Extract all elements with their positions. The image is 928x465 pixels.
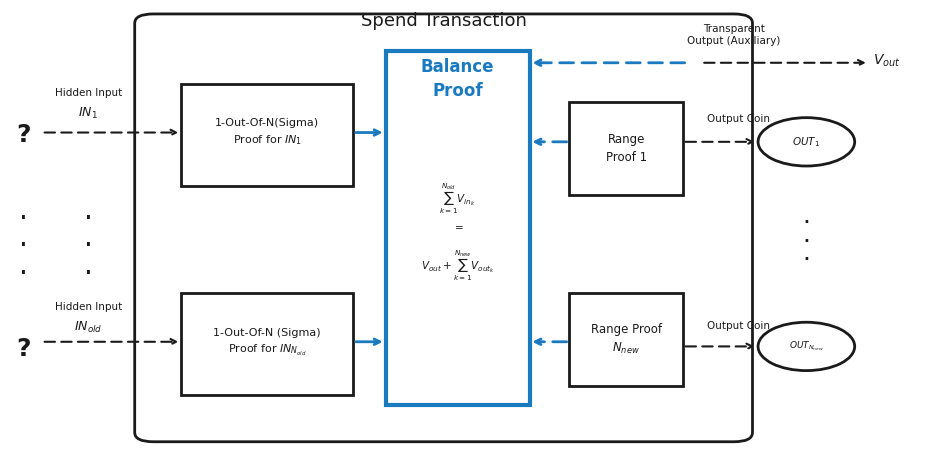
Text: ·: · — [802, 248, 809, 272]
Circle shape — [757, 118, 854, 166]
Text: 1-Out-Of-N(Sigma)
Proof for $IN_1$: 1-Out-Of-N(Sigma) Proof for $IN_1$ — [214, 118, 319, 147]
Text: Range Proof
$N_{new}$: Range Proof $N_{new}$ — [590, 323, 661, 356]
FancyBboxPatch shape — [181, 293, 353, 395]
Text: ·: · — [19, 260, 28, 288]
Text: $IN_1$: $IN_1$ — [78, 106, 98, 121]
FancyBboxPatch shape — [181, 84, 353, 186]
Text: ·: · — [84, 232, 93, 260]
Text: ·: · — [19, 232, 28, 260]
Text: $V_{out}$: $V_{out}$ — [872, 52, 900, 69]
Text: $\sum_{k=1}^{N_{old}} V_{in_k}$
$=$
$V_{out} + \sum_{k=1}^{N_{new}} V_{out_k}$: $\sum_{k=1}^{N_{old}} V_{in_k}$ $=$ $V_{… — [420, 182, 494, 283]
Text: $IN_{old}$: $IN_{old}$ — [74, 320, 102, 335]
Text: Spend Transaction: Spend Transaction — [361, 12, 526, 30]
FancyBboxPatch shape — [569, 102, 682, 195]
Text: Range
Proof 1: Range Proof 1 — [605, 133, 646, 164]
Text: ·: · — [19, 205, 28, 232]
FancyBboxPatch shape — [385, 51, 529, 405]
FancyBboxPatch shape — [569, 293, 682, 386]
Text: ·: · — [84, 205, 93, 232]
Text: Hidden Input: Hidden Input — [55, 88, 122, 98]
Text: Output Coin: Output Coin — [706, 320, 769, 331]
Text: 1-Out-Of-N (Sigma)
Proof for $IN_{N_{old}}$: 1-Out-Of-N (Sigma) Proof for $IN_{N_{old… — [213, 328, 320, 358]
Text: Hidden Input: Hidden Input — [55, 302, 122, 312]
Text: ·: · — [84, 260, 93, 288]
Text: Output Coin: Output Coin — [706, 113, 769, 124]
Circle shape — [757, 322, 854, 371]
Text: Balance
Proof: Balance Proof — [420, 58, 494, 100]
Text: ?: ? — [16, 337, 31, 361]
Text: $OUT_1$: $OUT_1$ — [792, 135, 819, 149]
Text: $OUT_{N_{new}}$: $OUT_{N_{new}}$ — [788, 339, 823, 353]
Text: ·: · — [802, 230, 809, 254]
Text: ·: · — [802, 211, 809, 235]
Text: Transparent
Output (Auxiliary): Transparent Output (Auxiliary) — [687, 24, 780, 46]
Text: ?: ? — [16, 123, 31, 147]
